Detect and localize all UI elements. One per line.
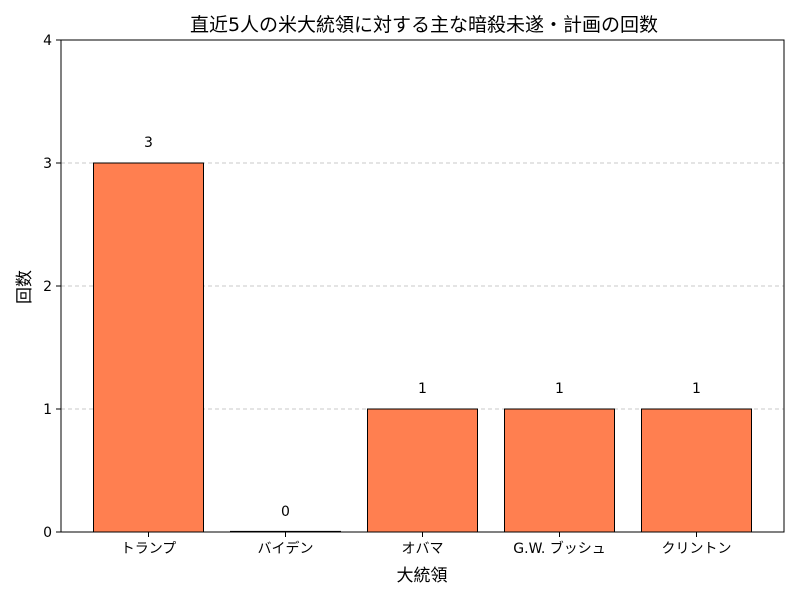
bar xyxy=(641,408,752,533)
x-axis: トランプ バイデン オバマ G.W. ブッシュ クリントン xyxy=(121,532,732,557)
bars xyxy=(93,162,752,533)
y-axis-label: 回数 xyxy=(15,270,35,304)
x-tick-label: クリントン xyxy=(662,541,732,557)
x-axis-label: 大統領 xyxy=(397,566,448,586)
y-tick-label: 0 xyxy=(43,525,52,541)
data-label: 0 xyxy=(281,504,290,520)
chart-title: 直近5人の米大統領に対する主な暗殺未遂・計画の回数 xyxy=(190,14,658,36)
y-tick-label: 2 xyxy=(43,279,52,295)
x-tick-label: バイデン xyxy=(258,540,314,557)
data-labels: 3 0 1 1 1 xyxy=(144,135,701,520)
x-tick-label: G.W. ブッシュ xyxy=(513,540,605,557)
bar xyxy=(504,408,615,533)
bar xyxy=(93,162,204,533)
data-label: 1 xyxy=(418,381,427,397)
y-axis: 0 1 2 3 4 xyxy=(43,33,61,541)
data-label: 3 xyxy=(144,135,153,151)
y-tick-label: 4 xyxy=(43,33,52,49)
x-tick-label: トランプ xyxy=(121,541,177,557)
y-tick-label: 1 xyxy=(43,402,52,418)
y-tick-label: 3 xyxy=(43,156,52,172)
data-label: 1 xyxy=(555,381,564,397)
bar xyxy=(367,408,478,533)
data-label: 1 xyxy=(692,381,701,397)
x-tick-label: オバマ xyxy=(402,541,444,557)
